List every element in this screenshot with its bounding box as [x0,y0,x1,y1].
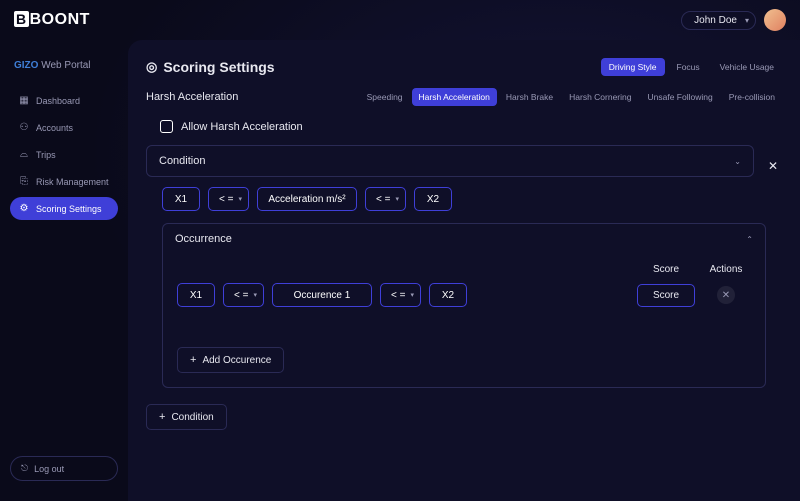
chevron-down-icon: ▾ [238,195,242,203]
logout-label: Log out [34,464,64,474]
subtab-speeding[interactable]: Speeding [360,88,410,106]
sidebar: GIZO Web Portal ▦ Dashboard ⚇ Accounts ⌓… [0,40,128,501]
plus-icon: + [190,354,196,366]
main-panel: ◎ Scoring Settings Driving Style Focus V… [128,40,800,501]
car-icon: ⌓ [18,149,30,160]
subtab-harsh-acceleration[interactable]: Harsh Acceleration [412,88,497,106]
occurrence-columns: Score Actions [177,264,751,275]
tab-driving-style[interactable]: Driving Style [601,58,665,76]
occurrence-row: X1 < = ▾ Occurence 1 < = ▾ X2 Score ✕ [177,283,751,307]
chevron-down-icon: ▾ [410,291,414,299]
top-tabs: Driving Style Focus Vehicle Usage [601,58,782,76]
sidebar-item-accounts[interactable]: ⚇ Accounts [10,116,118,139]
subtab-pre-collision[interactable]: Pre-collision [722,88,782,106]
portal-text: Web Portal [41,60,90,71]
chevron-down-icon: ▾ [395,195,399,203]
section-header: Harsh Acceleration Speeding Harsh Accele… [146,88,782,106]
sidebar-item-label: Risk Management [36,177,109,187]
sidebar-item-trips[interactable]: ⌓ Trips [10,143,118,166]
op1-select[interactable]: < = ▾ [208,187,249,211]
sidebar-item-scoring[interactable]: ⚙ Scoring Settings [10,197,118,220]
chevron-down-icon: ▾ [745,16,749,25]
sidebar-item-dashboard[interactable]: ▦ Dashboard [10,89,118,112]
subtab-harsh-brake[interactable]: Harsh Brake [499,88,560,106]
sidebar-item-risk[interactable]: ⎘ Risk Management [10,170,118,193]
op1-label: < = [219,194,233,205]
sidebar-item-label: Scoring Settings [36,204,102,214]
allow-label: Allow Harsh Acceleration [181,121,303,133]
meter-icon: ◎ [146,59,157,75]
add-occurrence-label: Add Occurence [202,355,271,366]
bottom-row: + Condition [146,402,782,430]
sub-tabs: Speeding Harsh Acceleration Harsh Brake … [360,88,782,106]
x2-input[interactable]: X2 [414,187,452,211]
op2-select[interactable]: < = ▾ [365,187,406,211]
condition-label: Condition [159,155,205,167]
condition-fields: X1 < = ▾ Acceleration m/s² < = ▾ X2 [146,187,782,211]
grid-icon: ▦ [18,95,30,106]
occ-op1-label: < = [234,290,248,301]
op2-label: < = [376,194,390,205]
remove-occurrence-button[interactable]: ✕ [717,286,735,304]
user-menu[interactable]: John Doe ▾ [681,11,756,30]
occ-x1-input[interactable]: X1 [177,283,215,307]
logo: BBOONT [14,11,90,29]
logout-button[interactable]: ⎋ Log out [10,456,118,481]
subtab-harsh-cornering[interactable]: Harsh Cornering [562,88,638,106]
user-name: John Doe [694,15,737,26]
occ-x2-input[interactable]: X2 [429,283,467,307]
occurrence-header[interactable]: Occurrence ⌃ [163,224,765,254]
avatar[interactable] [764,9,786,31]
add-condition-button[interactable]: + Condition [146,404,227,430]
plus-icon: + [159,411,165,423]
page-title: ◎ Scoring Settings [146,59,275,75]
condition-wrap: Condition ⌄ ✕ [146,145,782,187]
tab-vehicle-usage[interactable]: Vehicle Usage [712,58,782,76]
portal-brand: GIZO [14,60,38,71]
gear-icon: ⚙ [18,203,30,214]
allow-row: Allow Harsh Acceleration [146,120,782,133]
allow-checkbox[interactable] [160,120,173,133]
occurrence-label: Occurrence [175,233,232,245]
occ-label-field[interactable]: Occurence 1 [272,283,372,307]
condition-header[interactable]: Condition ⌄ [146,145,754,177]
occ-op2-label: < = [391,290,405,301]
logout-icon: ⎋ [21,463,28,474]
tab-focus[interactable]: Focus [669,58,708,76]
occurrence-body: Score Actions X1 < = ▾ Occurence 1 < = ▾ X… [163,254,765,387]
page-header: ◎ Scoring Settings Driving Style Focus V… [146,58,782,76]
metric-field[interactable]: Acceleration m/s² [257,187,357,211]
sidebar-item-label: Trips [36,150,56,160]
add-condition-label: Condition [171,412,213,423]
section-title: Harsh Acceleration [146,91,238,103]
shield-icon: ⎘ [18,176,30,187]
users-icon: ⚇ [18,122,30,133]
chevron-up-icon: ⌃ [746,235,753,244]
occ-op2-select[interactable]: < = ▾ [380,283,421,307]
sidebar-item-label: Dashboard [36,96,80,106]
topbar: BBOONT John Doe ▾ [0,0,800,40]
remove-condition-button[interactable]: ✕ [764,157,782,175]
x1-input[interactable]: X1 [162,187,200,211]
actions-heading: Actions [701,264,751,275]
occ-op1-select[interactable]: < = ▾ [223,283,264,307]
page-title-text: Scoring Settings [163,59,274,75]
add-occurrence-button[interactable]: + Add Occurence [177,347,284,373]
occurrence-card: Occurrence ⌃ Score Actions X1 < = ▾ Occur… [162,223,766,388]
portal-label: GIZO Web Portal [10,60,118,71]
score-input[interactable]: Score [637,284,695,307]
chevron-down-icon: ⌄ [734,157,741,166]
sidebar-item-label: Accounts [36,123,73,133]
subtab-unsafe-following[interactable]: Unsafe Following [641,88,720,106]
chevron-down-icon: ▾ [253,291,257,299]
logo-text: BOONT [30,11,90,28]
score-heading: Score [631,264,701,275]
